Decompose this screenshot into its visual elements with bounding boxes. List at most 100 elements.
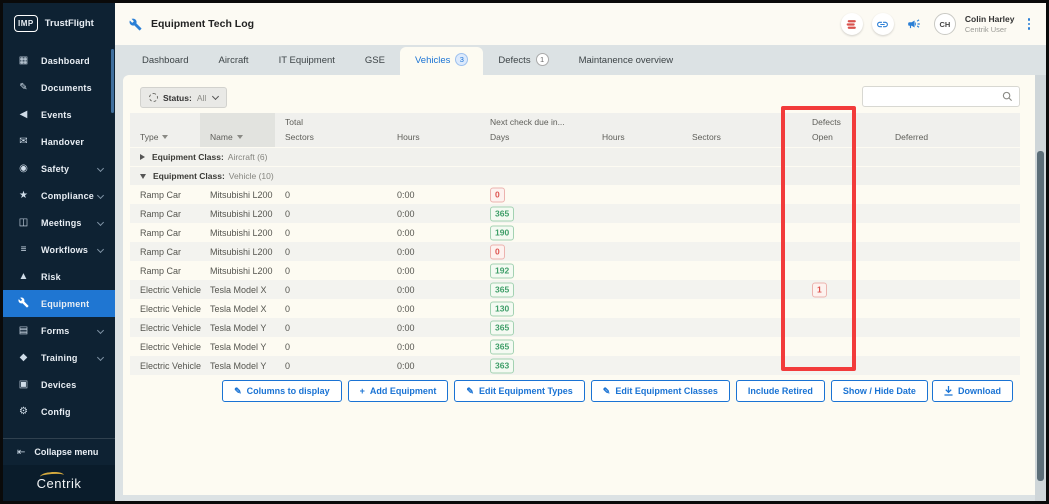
edit-equipment-classes-button[interactable]: ✎ Edit Equipment Classes	[590, 380, 730, 402]
content-panel: Status: All Total Next check due in... D…	[123, 75, 1035, 495]
sidebar-item-equipment[interactable]: Equipment	[3, 290, 115, 317]
cell-hours: 0:00	[397, 246, 415, 257]
days-due-badge[interactable]: 0	[490, 187, 505, 202]
sidebar-item-forms[interactable]: ▤ Forms	[3, 317, 115, 344]
tab-gse[interactable]: GSE	[364, 55, 385, 66]
cell-total-sectors: 0	[285, 189, 291, 200]
tab-it-equipment[interactable]: IT Equipment	[278, 55, 335, 66]
group-row-aircraft[interactable]: Equipment Class: Aircraft (6)	[130, 148, 1020, 166]
tab-bar: Dashboard Aircraft IT Equipment GSE Vehi…	[115, 45, 1046, 75]
column-header-next-hours[interactable]: Hours	[602, 132, 625, 142]
sidebar-footer: Centrik	[3, 465, 115, 501]
sidebar-scrollbar[interactable]	[111, 49, 114, 113]
column-header-hours[interactable]: Hours	[397, 132, 420, 142]
user-avatar[interactable]: CH	[933, 13, 956, 35]
tab-vehicles[interactable]: Vehicles 3	[399, 47, 484, 75]
tab-aircraft[interactable]: Aircraft	[218, 55, 249, 66]
collapse-arrow-icon	[140, 173, 146, 179]
cell-total-sectors: 0	[285, 284, 291, 295]
status-icon	[149, 93, 158, 102]
days-due-badge[interactable]: 365	[490, 282, 515, 297]
column-header-deferred[interactable]: Deferred	[895, 132, 929, 142]
days-due-badge[interactable]: 0	[490, 244, 505, 259]
tab-defects[interactable]: Defects 1	[483, 47, 563, 75]
brand-name: TrustFlight	[44, 18, 94, 29]
column-header-days[interactable]: Days	[490, 132, 510, 142]
download-button[interactable]: Download	[932, 380, 1013, 402]
include-retired-button[interactable]: Include Retired	[735, 380, 825, 402]
sidebar-item-safety[interactable]: ◉ Safety	[3, 155, 115, 182]
main-scrollbar-track[interactable]	[1035, 75, 1046, 501]
table-row[interactable]: Ramp Car Mitsubishi L200 0 0:00 0	[130, 242, 1020, 261]
table-row[interactable]: Ramp Car Mitsubishi L200 0 0:00 192	[130, 261, 1020, 280]
announcements-button[interactable]	[903, 13, 925, 35]
column-header-type[interactable]: Type	[140, 132, 169, 142]
column-header-defects-open[interactable]: Open	[812, 132, 833, 142]
add-equipment-button[interactable]: + Add Equipment	[347, 380, 449, 402]
plus-icon: +	[359, 386, 365, 396]
table-row[interactable]: Electric Vehicle Tesla Model Y 0 0:00 36…	[130, 318, 1020, 337]
link-button[interactable]	[871, 13, 894, 35]
sidebar-item-config[interactable]: ⚙ Config	[3, 398, 115, 425]
sidebar-nav: ▦ Dashboard ✎ Documents ◀ Events ✉ Hando…	[3, 47, 115, 425]
red-stack-icon	[847, 19, 857, 29]
sidebar-item-events[interactable]: ◀ Events	[3, 101, 115, 128]
tab-dashboard[interactable]: Dashboard	[142, 55, 189, 66]
imp-logo: IMP	[14, 15, 38, 32]
search-icon[interactable]	[1002, 91, 1019, 102]
days-due-badge[interactable]: 130	[490, 301, 515, 316]
cell-hours: 0:00	[397, 303, 415, 314]
days-due-badge[interactable]: 365	[490, 320, 515, 335]
sidebar-item-meetings[interactable]: ◫ Meetings	[3, 209, 115, 236]
trustflight-queue-button[interactable]	[840, 13, 863, 35]
group-row-vehicle[interactable]: Equipment Class: Vehicle (10)	[130, 167, 1020, 185]
days-due-badge[interactable]: 365	[490, 206, 515, 221]
cell-name: Tesla Model Y	[210, 360, 267, 371]
sidebar-item-training[interactable]: ◆ Training	[3, 344, 115, 371]
table-row[interactable]: Ramp Car Mitsubishi L200 0 0:00 0	[130, 185, 1020, 204]
collapse-menu-button[interactable]: ⇤ Collapse menu	[3, 438, 115, 465]
user-menu-button[interactable]	[1024, 15, 1035, 33]
sidebar-item-dashboard[interactable]: ▦ Dashboard	[18, 55, 90, 66]
table-row[interactable]: Electric Vehicle Tesla Model X 0 0:00 36…	[130, 280, 1020, 299]
search-input[interactable]	[863, 91, 1002, 102]
table-row[interactable]: Electric Vehicle Tesla Model Y 0 0:00 36…	[130, 356, 1020, 375]
sidebar-item-devices[interactable]: ▣ Devices	[18, 379, 77, 390]
sidebar-item-workflows[interactable]: ≡ Workflows	[3, 236, 115, 263]
status-filter-dropdown[interactable]: Status: All	[140, 87, 228, 108]
cell-total-sectors: 0	[285, 360, 291, 371]
table-row[interactable]: Electric Vehicle Tesla Model X 0 0:00 13…	[130, 299, 1020, 318]
days-due-badge[interactable]: 365	[490, 339, 515, 354]
cell-total-sectors: 0	[285, 265, 291, 276]
sidebar-item-handover[interactable]: ✉ Handover	[3, 128, 115, 155]
days-due-badge[interactable]: 192	[490, 263, 515, 278]
sidebar-item-documents[interactable]: ✎ Documents	[3, 74, 115, 101]
sort-caret-icon	[162, 135, 169, 139]
wrench-icon	[129, 18, 142, 31]
edit-icon: ✎	[466, 385, 474, 396]
main-scrollbar-thumb[interactable]	[1037, 151, 1044, 481]
show-hide-date-button[interactable]: Show / Hide Date	[830, 380, 928, 402]
tab-maintanence-overview[interactable]: Maintanence overview	[578, 55, 674, 66]
page-title: Equipment Tech Log	[151, 18, 255, 30]
defects-open-badge[interactable]: 1	[812, 282, 827, 297]
column-header-name[interactable]: Name	[210, 132, 243, 142]
sidebar-item-compliance[interactable]: ★ Compliance	[3, 182, 115, 209]
cell-total-sectors: 0	[285, 322, 291, 333]
days-due-badge[interactable]: 190	[490, 225, 515, 240]
table-row[interactable]: Ramp Car Mitsubishi L200 0 0:00 365	[130, 204, 1020, 223]
chevron-down-icon	[212, 92, 220, 100]
days-due-badge[interactable]: 363	[490, 358, 515, 373]
columns-to-display-button[interactable]: ✎ Columns to display	[222, 380, 342, 402]
devices-icon: ▣	[18, 379, 29, 390]
column-header-total-sectors[interactable]: Sectors	[285, 132, 314, 142]
centrik-logo: Centrik	[37, 470, 82, 491]
column-header-next-sectors[interactable]: Sectors	[692, 132, 721, 142]
edit-equipment-types-button[interactable]: ✎ Edit Equipment Types	[454, 380, 585, 402]
table-row[interactable]: Ramp Car Mitsubishi L200 0 0:00 190	[130, 223, 1020, 242]
sidebar-item-risk[interactable]: ▲ Risk	[18, 271, 61, 282]
status-value: All	[196, 92, 207, 103]
chevron-down-icon	[96, 326, 105, 335]
table-row[interactable]: Electric Vehicle Tesla Model Y 0 0:00 36…	[130, 337, 1020, 356]
cell-hours: 0:00	[397, 227, 415, 238]
